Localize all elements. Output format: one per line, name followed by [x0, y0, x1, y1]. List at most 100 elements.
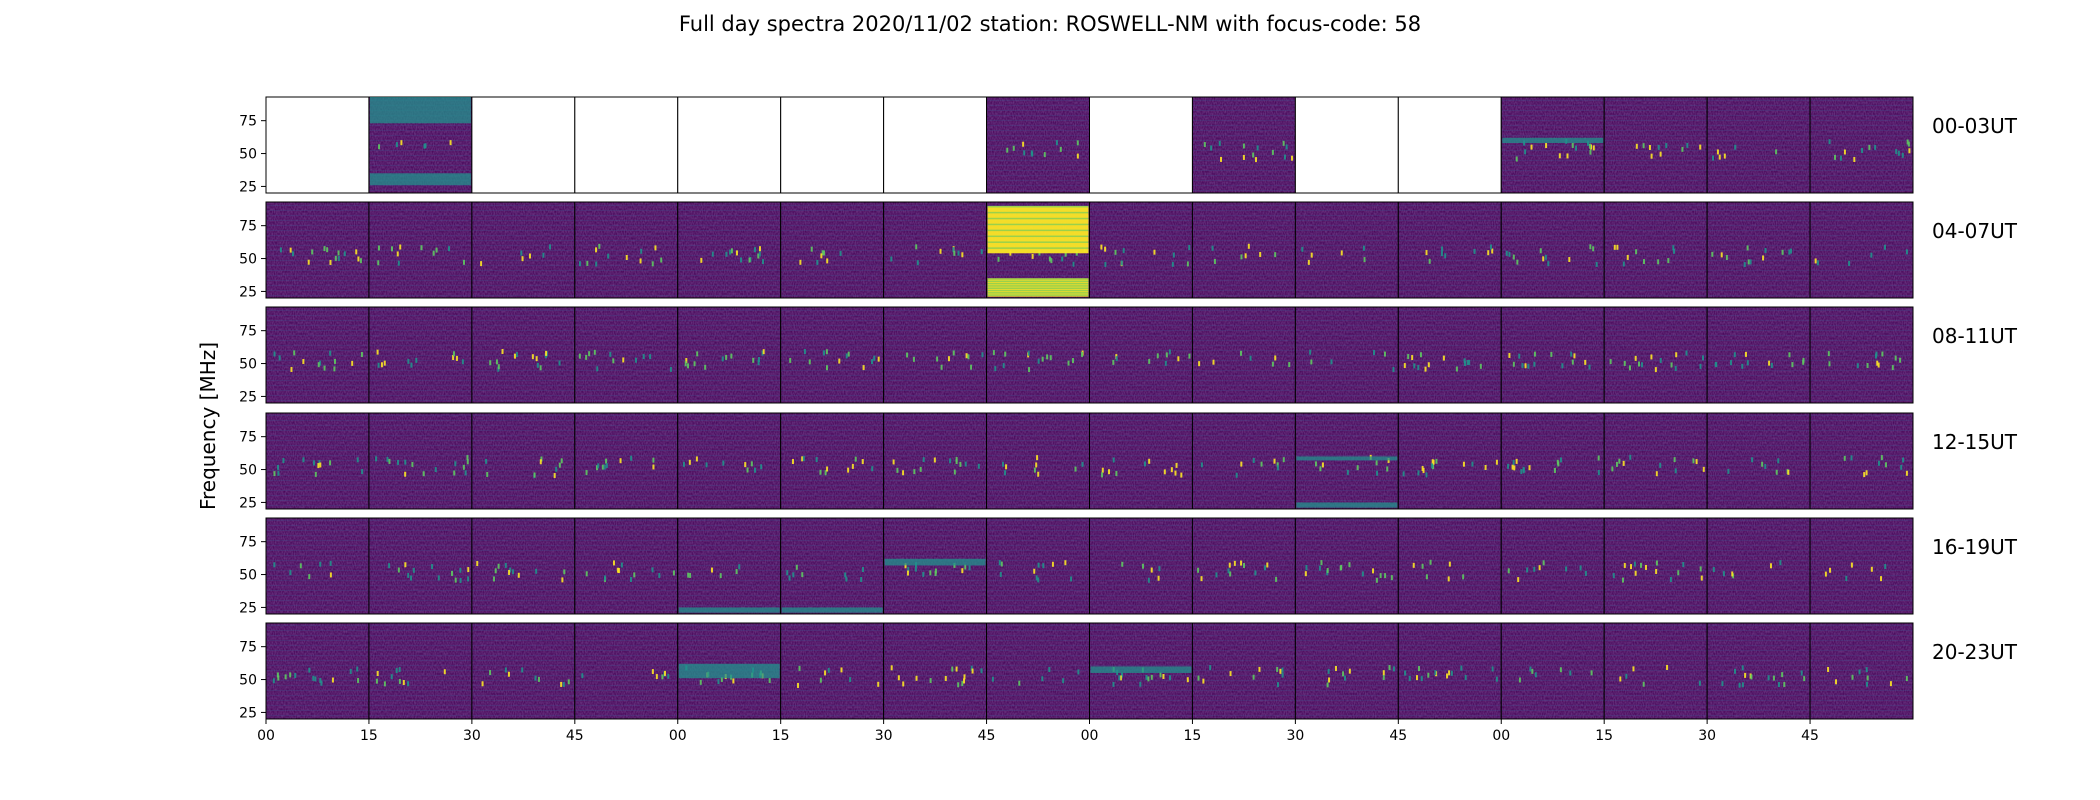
emission-spot [798, 665, 801, 671]
emission-spot [642, 354, 645, 360]
emission-spot [1619, 676, 1622, 682]
emission-spot [1175, 462, 1178, 468]
emission-spot [1037, 577, 1040, 583]
panel-rfi-lines [1089, 202, 1193, 298]
y-tick-label: 25 [239, 705, 257, 721]
empty-panel [677, 96, 782, 194]
emission-spot [915, 244, 918, 250]
emission-spot [906, 352, 909, 358]
emission-spot [596, 366, 599, 372]
emission-spot [1630, 564, 1633, 570]
emission-spot [1440, 251, 1443, 257]
emission-spot [1870, 566, 1873, 572]
emission-spot [360, 352, 363, 358]
spectrogram-panel [1603, 517, 1708, 615]
panel-rfi-lines [266, 202, 369, 298]
emission-spot [357, 677, 360, 683]
emission-spot [1243, 562, 1246, 568]
emission-spot [1558, 153, 1561, 159]
emission-spot [1682, 562, 1685, 568]
emission-spot [511, 569, 514, 575]
emission-spot [399, 244, 402, 250]
emission-spot [398, 667, 401, 673]
emission-spot [808, 359, 811, 365]
emission-spot [1264, 565, 1267, 571]
emission-spot [431, 564, 434, 570]
emission-spot [1435, 458, 1438, 464]
emission-spot [1518, 677, 1521, 683]
emission-spot [451, 570, 454, 576]
spectrogram-panel [1706, 517, 1811, 615]
emission-spot [398, 678, 401, 684]
emission-spot [1387, 457, 1390, 463]
emission-spot [1814, 258, 1817, 264]
emission-spot [329, 460, 332, 466]
emission-spot [970, 364, 973, 370]
emission-spot [651, 669, 654, 675]
emission-spot [603, 464, 606, 470]
emission-spot [533, 472, 536, 478]
emission-spot [1870, 252, 1873, 258]
emission-spot [1180, 472, 1183, 478]
emission-spot [913, 469, 916, 475]
emission-spot [1698, 680, 1701, 686]
emission-spot [1320, 560, 1323, 566]
y-tick-label: 75 [239, 114, 257, 130]
emission-spot [1441, 246, 1444, 252]
emission-spot [1422, 467, 1425, 473]
emission-spot [1112, 457, 1115, 463]
emission-spot [1112, 681, 1115, 687]
emission-spot [1592, 246, 1595, 252]
panel-rfi-lines [471, 518, 575, 614]
empty-panel [1294, 96, 1399, 194]
spectrogram-panel [986, 517, 1090, 615]
spectrogram-panel [883, 306, 988, 404]
emission-spot [1767, 675, 1770, 681]
emission-spot [1448, 561, 1451, 567]
panel-rfi-lines [1810, 623, 1913, 719]
x-tick-label: 30 [875, 728, 893, 744]
emission-spot [1657, 259, 1660, 265]
panel-rfi-lines [780, 307, 884, 403]
emission-spot [326, 247, 329, 253]
panel-rfi-lines [1089, 413, 1193, 509]
emission-spot [652, 464, 655, 470]
spectrogram-panel [1397, 306, 1502, 404]
empty-panel [574, 96, 679, 194]
emission-spot [1865, 470, 1868, 476]
x-tick-label: 00 [1492, 728, 1510, 744]
emission-spot [1667, 258, 1670, 264]
spectrogram-panel [1191, 622, 1296, 720]
spectrogram-panel [265, 622, 370, 720]
emission-spot [1049, 355, 1052, 361]
emission-spot [1101, 472, 1104, 478]
emission-spot [1168, 675, 1171, 681]
emission-spot [1905, 470, 1908, 476]
panel-rfi-lines [1295, 623, 1399, 719]
emission-spot [407, 572, 410, 578]
emission-spot [1375, 460, 1378, 466]
emission-spot [1283, 154, 1286, 160]
y-tick-label: 75 [239, 535, 257, 551]
panel-frame [1809, 306, 1914, 404]
spectrogram-panel [1294, 517, 1399, 615]
emission-spot [939, 248, 942, 254]
emission-spot [1148, 358, 1151, 364]
empty-panel [780, 96, 885, 194]
emission-spot [1827, 351, 1830, 357]
emission-spot [1589, 244, 1592, 250]
emission-spot [1115, 356, 1118, 362]
emission-spot [824, 470, 827, 476]
emission-spot [1565, 566, 1568, 572]
rfi-band-stripe [987, 235, 1089, 238]
panel-rfi-lines [574, 413, 678, 509]
panel-rfi-lines [677, 413, 781, 509]
panel-frame [1809, 517, 1914, 615]
emission-spot [1254, 570, 1257, 576]
emission-spot [722, 460, 725, 466]
emission-spot [1002, 363, 1005, 369]
emission-spot [1743, 262, 1746, 268]
emission-spot [897, 675, 900, 681]
emission-spot [762, 259, 765, 265]
emission-spot [317, 362, 320, 368]
